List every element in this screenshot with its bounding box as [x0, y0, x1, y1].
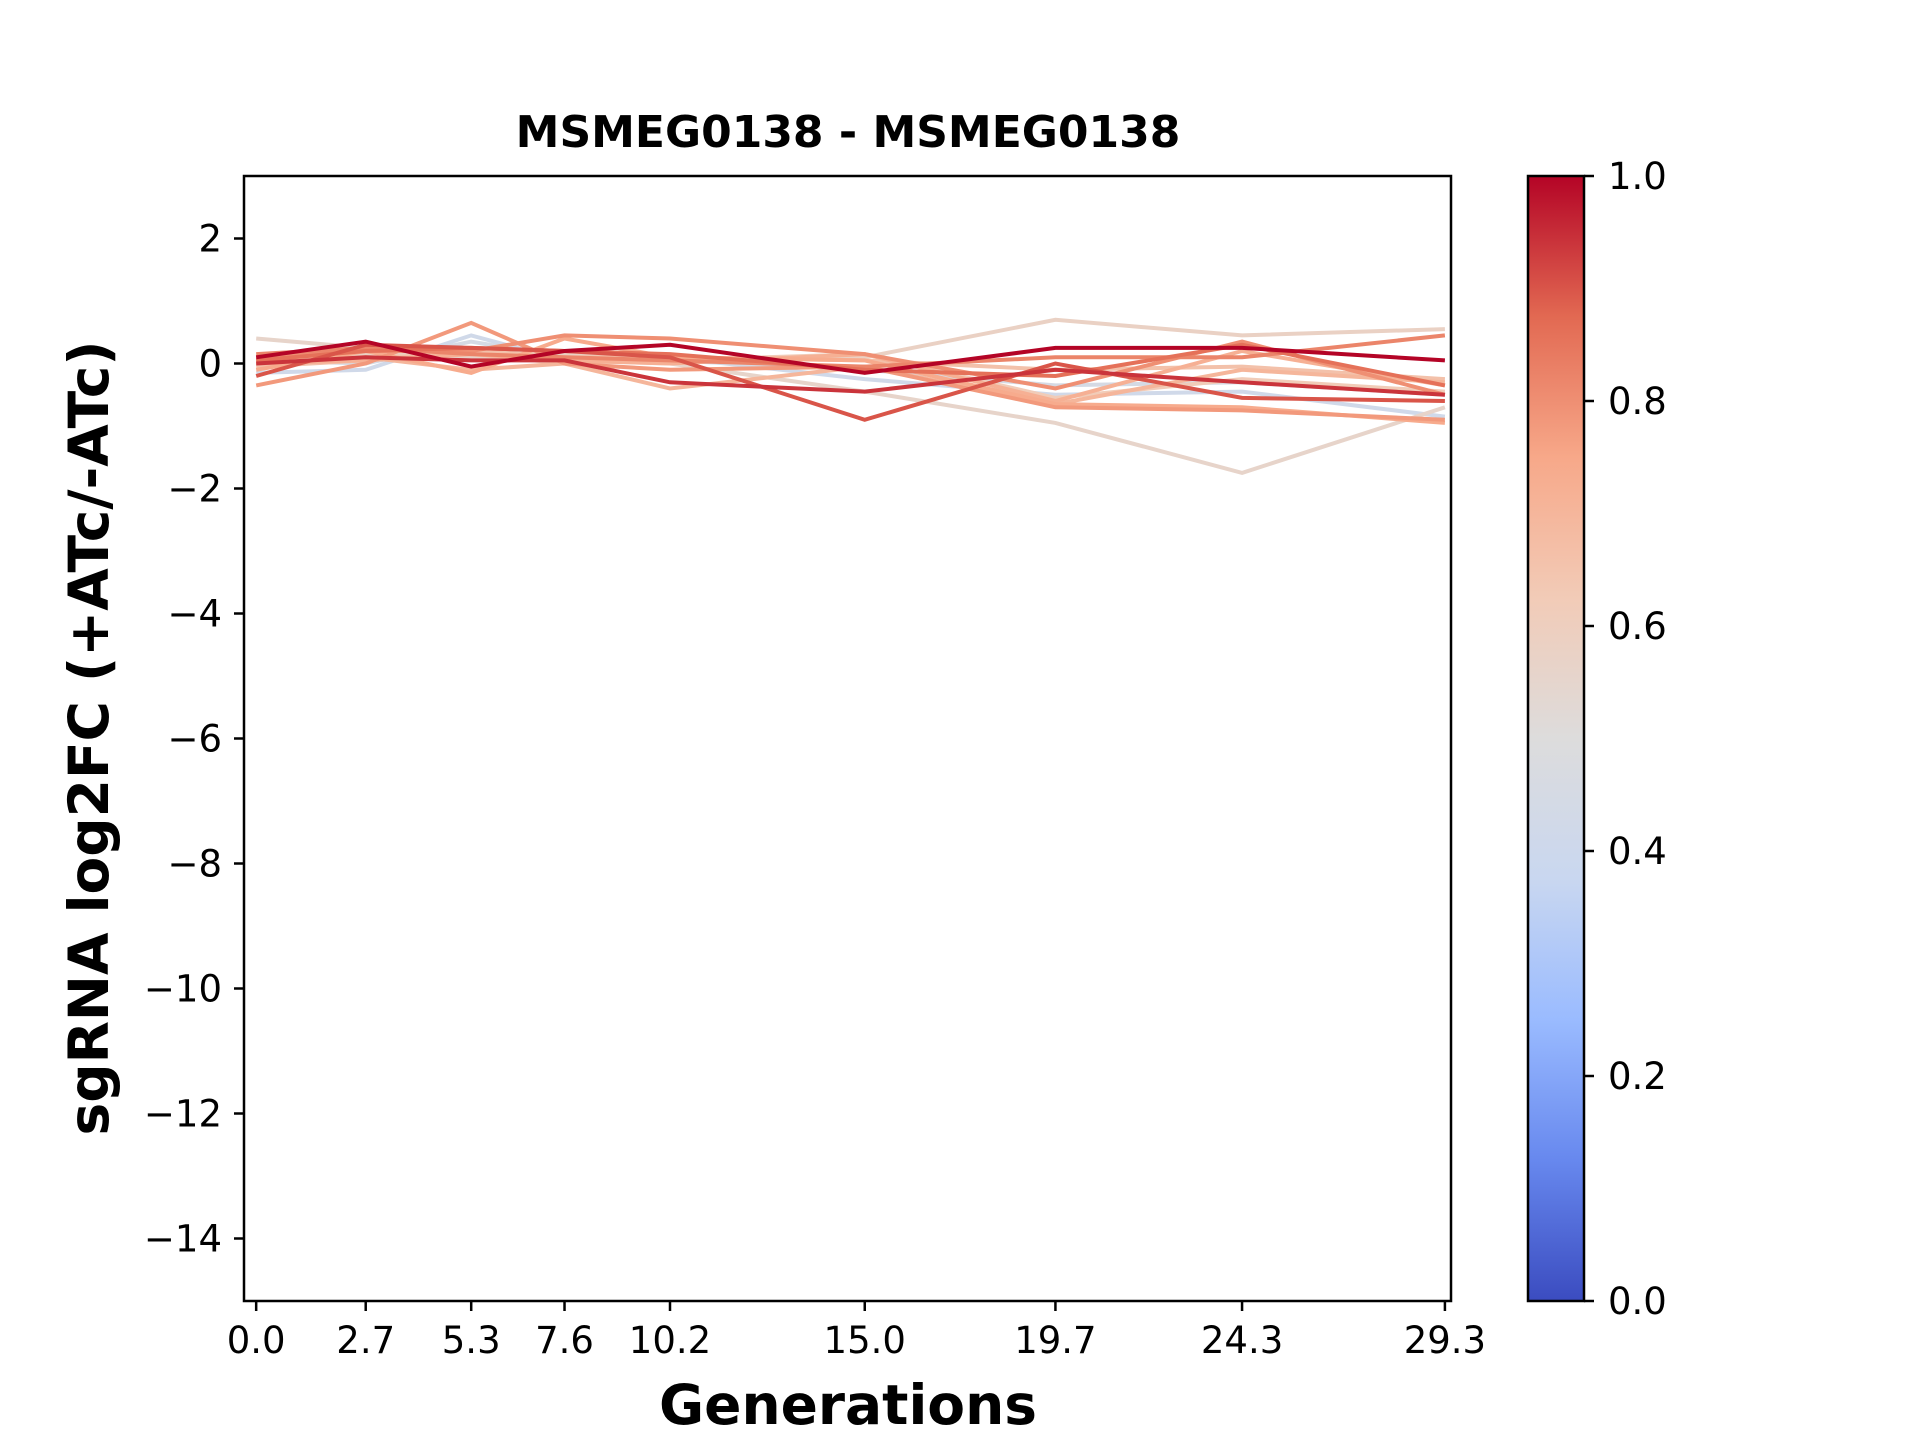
- y-tick-label: −8: [167, 843, 222, 886]
- colorbar-tick-label: 0.6: [1608, 605, 1667, 648]
- colorbar-tick-label: 0.4: [1608, 830, 1667, 873]
- series-line-15: [256, 355, 1446, 397]
- x-tick-label: 2.7: [336, 1319, 395, 1362]
- y-axis-title: sgRNA log2FC (+ATc/-ATc): [57, 340, 121, 1135]
- colorbar-tick-label: 0.0: [1608, 1280, 1667, 1323]
- colorbar-tick-label: 0.2: [1608, 1055, 1667, 1098]
- x-tick-label: 0.0: [227, 1319, 286, 1362]
- colorbar: 0.0 0.2 0.4 0.6 0.8 1.0: [1526, 155, 1667, 1323]
- y-tick-label: 0: [198, 343, 222, 386]
- y-tick-label: −10: [144, 968, 222, 1011]
- series-line-7: [256, 355, 1446, 407]
- x-tick-label: 24.3: [1201, 1319, 1283, 1362]
- series-line-14: [255, 342, 1445, 422]
- y-axis: 2 0 −2 −4 −6 −8 −10 −12 −14: [144, 218, 244, 1261]
- chart-title: MSMEG0138 - MSMEG0138: [516, 107, 1181, 158]
- x-tick-label: 10.2: [629, 1319, 711, 1362]
- colorbar-gradient: [1526, 174, 1586, 1303]
- colorbar-tick-label: 0.8: [1608, 380, 1667, 423]
- x-tick-label: 15.0: [824, 1319, 906, 1362]
- colorbar-tick-label: 1.0: [1608, 155, 1667, 198]
- x-tick-label: 7.6: [535, 1319, 594, 1362]
- x-tick-label: 19.7: [1014, 1319, 1096, 1362]
- y-tick-label: −12: [144, 1093, 222, 1136]
- series-line-16: [255, 339, 1446, 375]
- x-tick-label: 5.3: [442, 1319, 501, 1362]
- y-tick-label: 2: [198, 218, 222, 261]
- x-tick-label: 29.3: [1404, 1319, 1486, 1362]
- y-tick-label: −14: [144, 1218, 222, 1261]
- y-tick-label: −6: [167, 718, 222, 761]
- series-lines: [255, 317, 1446, 475]
- x-axis-title: Generations: [659, 1373, 1037, 1437]
- colorbar-ticks: 0.0 0.2 0.4 0.6 0.8 1.0: [1584, 155, 1667, 1323]
- x-axis: 0.0 2.7 5.3 7.6 10.2 15.0 19.7 24.3 29.3: [227, 1301, 1486, 1362]
- y-tick-label: −4: [167, 593, 222, 636]
- y-tick-label: −2: [167, 468, 222, 511]
